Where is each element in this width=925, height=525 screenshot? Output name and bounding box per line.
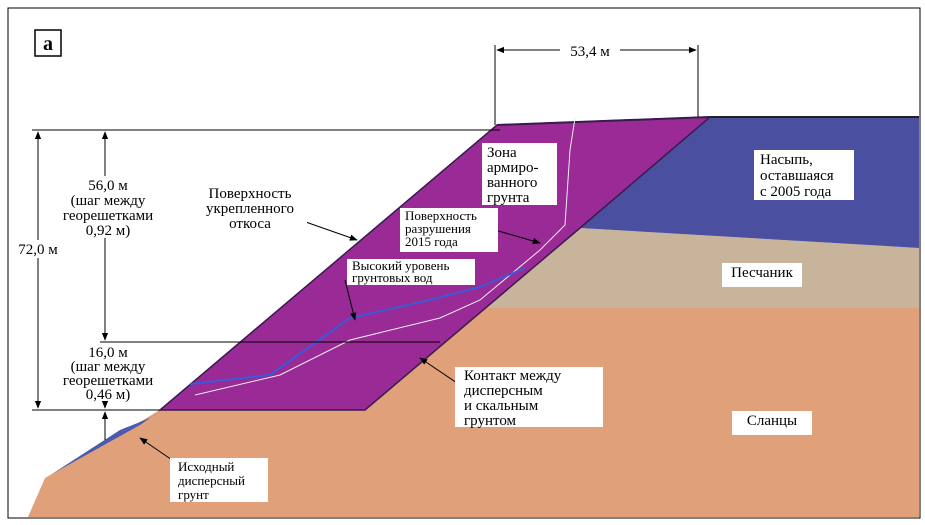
slope-surface-text: укрепленного: [206, 201, 294, 217]
failure-surface-text: 2015 года: [405, 234, 458, 249]
initial-soil: [52, 410, 162, 474]
lower-text: 0,46 м): [86, 387, 131, 403]
contact-text: грунтом: [464, 413, 517, 429]
total-height: 72,0 м: [18, 242, 58, 258]
lower-text: георешетками: [63, 373, 153, 389]
slope-surface-text: Поверхность: [209, 186, 292, 202]
contact-text: и скальным: [464, 398, 539, 414]
upper-text: 56,0 м: [88, 178, 128, 194]
contact-text: Контакт между: [464, 368, 562, 384]
embankment: [580, 117, 919, 248]
upper-text: (шаг между: [71, 193, 146, 209]
sandstone-box: [722, 263, 802, 287]
failure-surface-box: [400, 208, 498, 252]
upper-text: 0,92 м): [86, 223, 131, 239]
embankment-box: [754, 150, 854, 200]
lower-text: (шаг между: [71, 359, 146, 375]
slope-surface-box: [195, 185, 307, 233]
slope-surface-text: откоса: [229, 216, 271, 232]
upper-box: [50, 176, 166, 238]
contact-box: [455, 367, 603, 427]
initial-soil-text: грунт: [178, 487, 209, 502]
groundwater-line: [189, 267, 526, 385]
groundwater-text: Высокий уровень: [352, 258, 449, 273]
reinforced-zone-text: ванного: [487, 175, 537, 191]
failure-surface-text: Поверхность: [405, 208, 477, 223]
initial-soil-text: Исходный: [178, 459, 234, 474]
embankment-text: с 2005 года: [760, 184, 832, 200]
initial-soil-box: [170, 458, 268, 502]
failure-surface-text: разрушения: [405, 221, 471, 236]
contact-text: дисперсным: [464, 383, 543, 399]
embankment-text: оставшаяся: [760, 168, 834, 184]
upper-text: георешетками: [63, 208, 153, 224]
reinforced-zone-text: грунта: [487, 190, 530, 206]
shale-box: [732, 411, 812, 435]
initial-soil-text: дисперсный: [178, 473, 245, 488]
reinforced-zone-text: армиро-: [487, 160, 538, 176]
failure-surface: [194, 117, 576, 396]
lower-text: 16,0 м: [88, 345, 128, 361]
sandstone: [480, 228, 919, 308]
embankment-text: Насыпь,: [760, 152, 813, 168]
reinforced-zone-text: Зона: [487, 145, 517, 161]
groundwater-box: [347, 259, 475, 285]
lower-box: [55, 343, 165, 401]
groundwater-text: грунтовых вод: [352, 270, 433, 285]
sandstone-text: Песчаник: [731, 265, 793, 281]
crest-width: 53,4 м: [570, 44, 610, 60]
shale-text: Сланцы: [747, 413, 797, 429]
panel-label: а: [43, 33, 53, 55]
reinforced-zone-box: [482, 143, 557, 205]
